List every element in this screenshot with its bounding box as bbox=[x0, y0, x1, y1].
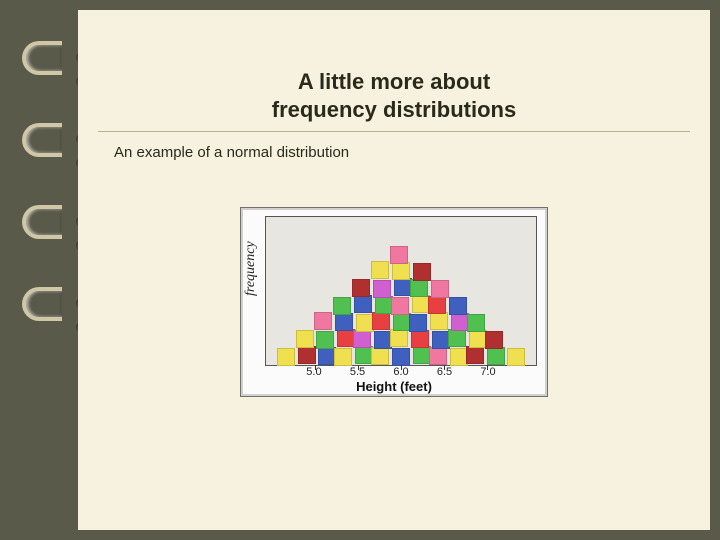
x-tick-label: 5.0 bbox=[306, 366, 321, 378]
histogram-cell bbox=[467, 314, 485, 332]
histogram-cell bbox=[485, 331, 503, 349]
histogram-cell bbox=[431, 280, 449, 298]
histogram-cell bbox=[352, 279, 370, 297]
histogram-cell bbox=[353, 330, 371, 348]
histogram-cell bbox=[372, 312, 390, 330]
histogram-cell bbox=[314, 312, 332, 330]
histogram-cell bbox=[428, 296, 446, 314]
histogram-cell bbox=[334, 348, 352, 366]
histogram-cell bbox=[392, 348, 410, 366]
title-divider bbox=[98, 131, 690, 132]
histogram-cell bbox=[487, 347, 505, 365]
histogram-cell bbox=[373, 280, 391, 298]
x-tick-label: 5.5 bbox=[350, 366, 365, 378]
histogram-cell bbox=[390, 329, 408, 347]
x-tick-label: 7.0 bbox=[480, 366, 495, 378]
histogram-cell bbox=[298, 346, 316, 364]
x-tick-label: 6.5 bbox=[437, 366, 452, 378]
histogram-cell bbox=[466, 346, 484, 364]
binder-rings bbox=[14, 38, 72, 366]
histogram-cell bbox=[411, 330, 429, 348]
histogram-cell bbox=[391, 297, 409, 315]
title-line-2: frequency distributions bbox=[108, 96, 680, 124]
histogram-grid bbox=[266, 217, 536, 365]
histogram-cell bbox=[449, 297, 467, 315]
subtitle: An example of a normal distribution bbox=[114, 144, 680, 161]
chart-plot-area bbox=[265, 216, 537, 366]
histogram-cell bbox=[410, 279, 428, 297]
histogram-cell bbox=[335, 313, 353, 331]
chart-frame: frequency 5.0 5.5 6.0 6.5 7.0 Height (feet) bbox=[240, 207, 548, 397]
histogram-cell bbox=[316, 331, 334, 349]
histogram-cell bbox=[430, 312, 448, 330]
title-line-1: A little more about bbox=[108, 68, 680, 96]
histogram-cell bbox=[507, 348, 525, 366]
y-axis-label: frequency bbox=[243, 241, 259, 296]
histogram-cell bbox=[392, 262, 410, 280]
x-tick-label: 6.0 bbox=[393, 366, 408, 378]
histogram-cell bbox=[371, 347, 389, 365]
histogram-cell bbox=[354, 295, 372, 313]
x-axis-ticks: 5.0 5.5 6.0 6.5 7.0 bbox=[265, 366, 537, 378]
histogram-cell bbox=[371, 261, 389, 279]
histogram-cell bbox=[429, 347, 447, 365]
histogram-cell bbox=[409, 314, 427, 332]
histogram-cell bbox=[413, 263, 431, 281]
slide: A little more about frequency distributi… bbox=[78, 10, 710, 530]
slide-title: A little more about frequency distributi… bbox=[108, 68, 680, 123]
histogram-cell bbox=[390, 246, 408, 264]
histogram-cell bbox=[448, 329, 466, 347]
x-axis-label: Height (feet) bbox=[241, 379, 547, 394]
histogram-cell bbox=[296, 330, 314, 348]
histogram-cell bbox=[333, 297, 351, 315]
histogram-cell bbox=[277, 348, 295, 366]
